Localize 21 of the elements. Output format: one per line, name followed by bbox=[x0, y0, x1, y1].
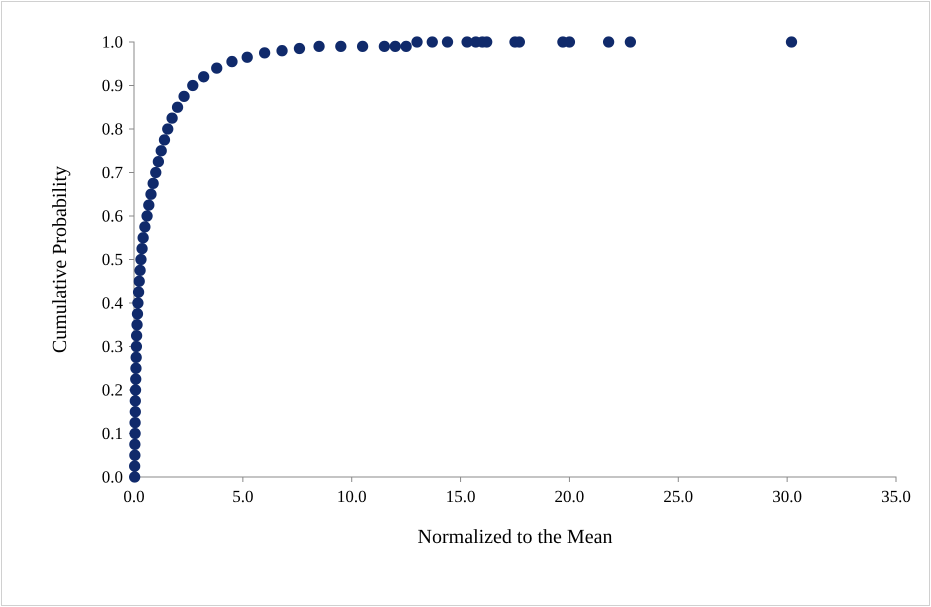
x-axis-title: Normalized to the Mean bbox=[418, 526, 612, 548]
x-tick-label: 35.0 bbox=[881, 487, 911, 506]
y-tick-label: 0.9 bbox=[102, 76, 123, 95]
y-tick-label: 0.6 bbox=[102, 206, 123, 226]
y-tick-label: 0.8 bbox=[102, 119, 123, 138]
x-tick-label: 25.0 bbox=[663, 487, 694, 506]
y-tick-label: 0.5 bbox=[102, 250, 123, 269]
y-tick-label: 0.0 bbox=[102, 467, 123, 486]
y-tick-label: 0.7 bbox=[102, 162, 124, 182]
x-tick-label: 15.0 bbox=[446, 487, 476, 506]
x-tick-label: 20.0 bbox=[554, 487, 584, 506]
y-axis-title: Cumulative Probability bbox=[49, 166, 71, 354]
y-tick-label: 1.0 bbox=[102, 32, 123, 52]
x-tick-label: 0.0 bbox=[123, 487, 145, 506]
y-tick-label: 0.4 bbox=[102, 293, 124, 312]
y-tick-label: 0.3 bbox=[102, 336, 123, 356]
x-tick-label: 10.0 bbox=[336, 487, 367, 506]
y-tick-label: 0.1 bbox=[102, 424, 123, 443]
x-tick-label: 5.0 bbox=[232, 487, 254, 506]
y-tick-label: 0.2 bbox=[102, 380, 123, 400]
x-tick-label: 30.0 bbox=[772, 487, 802, 506]
